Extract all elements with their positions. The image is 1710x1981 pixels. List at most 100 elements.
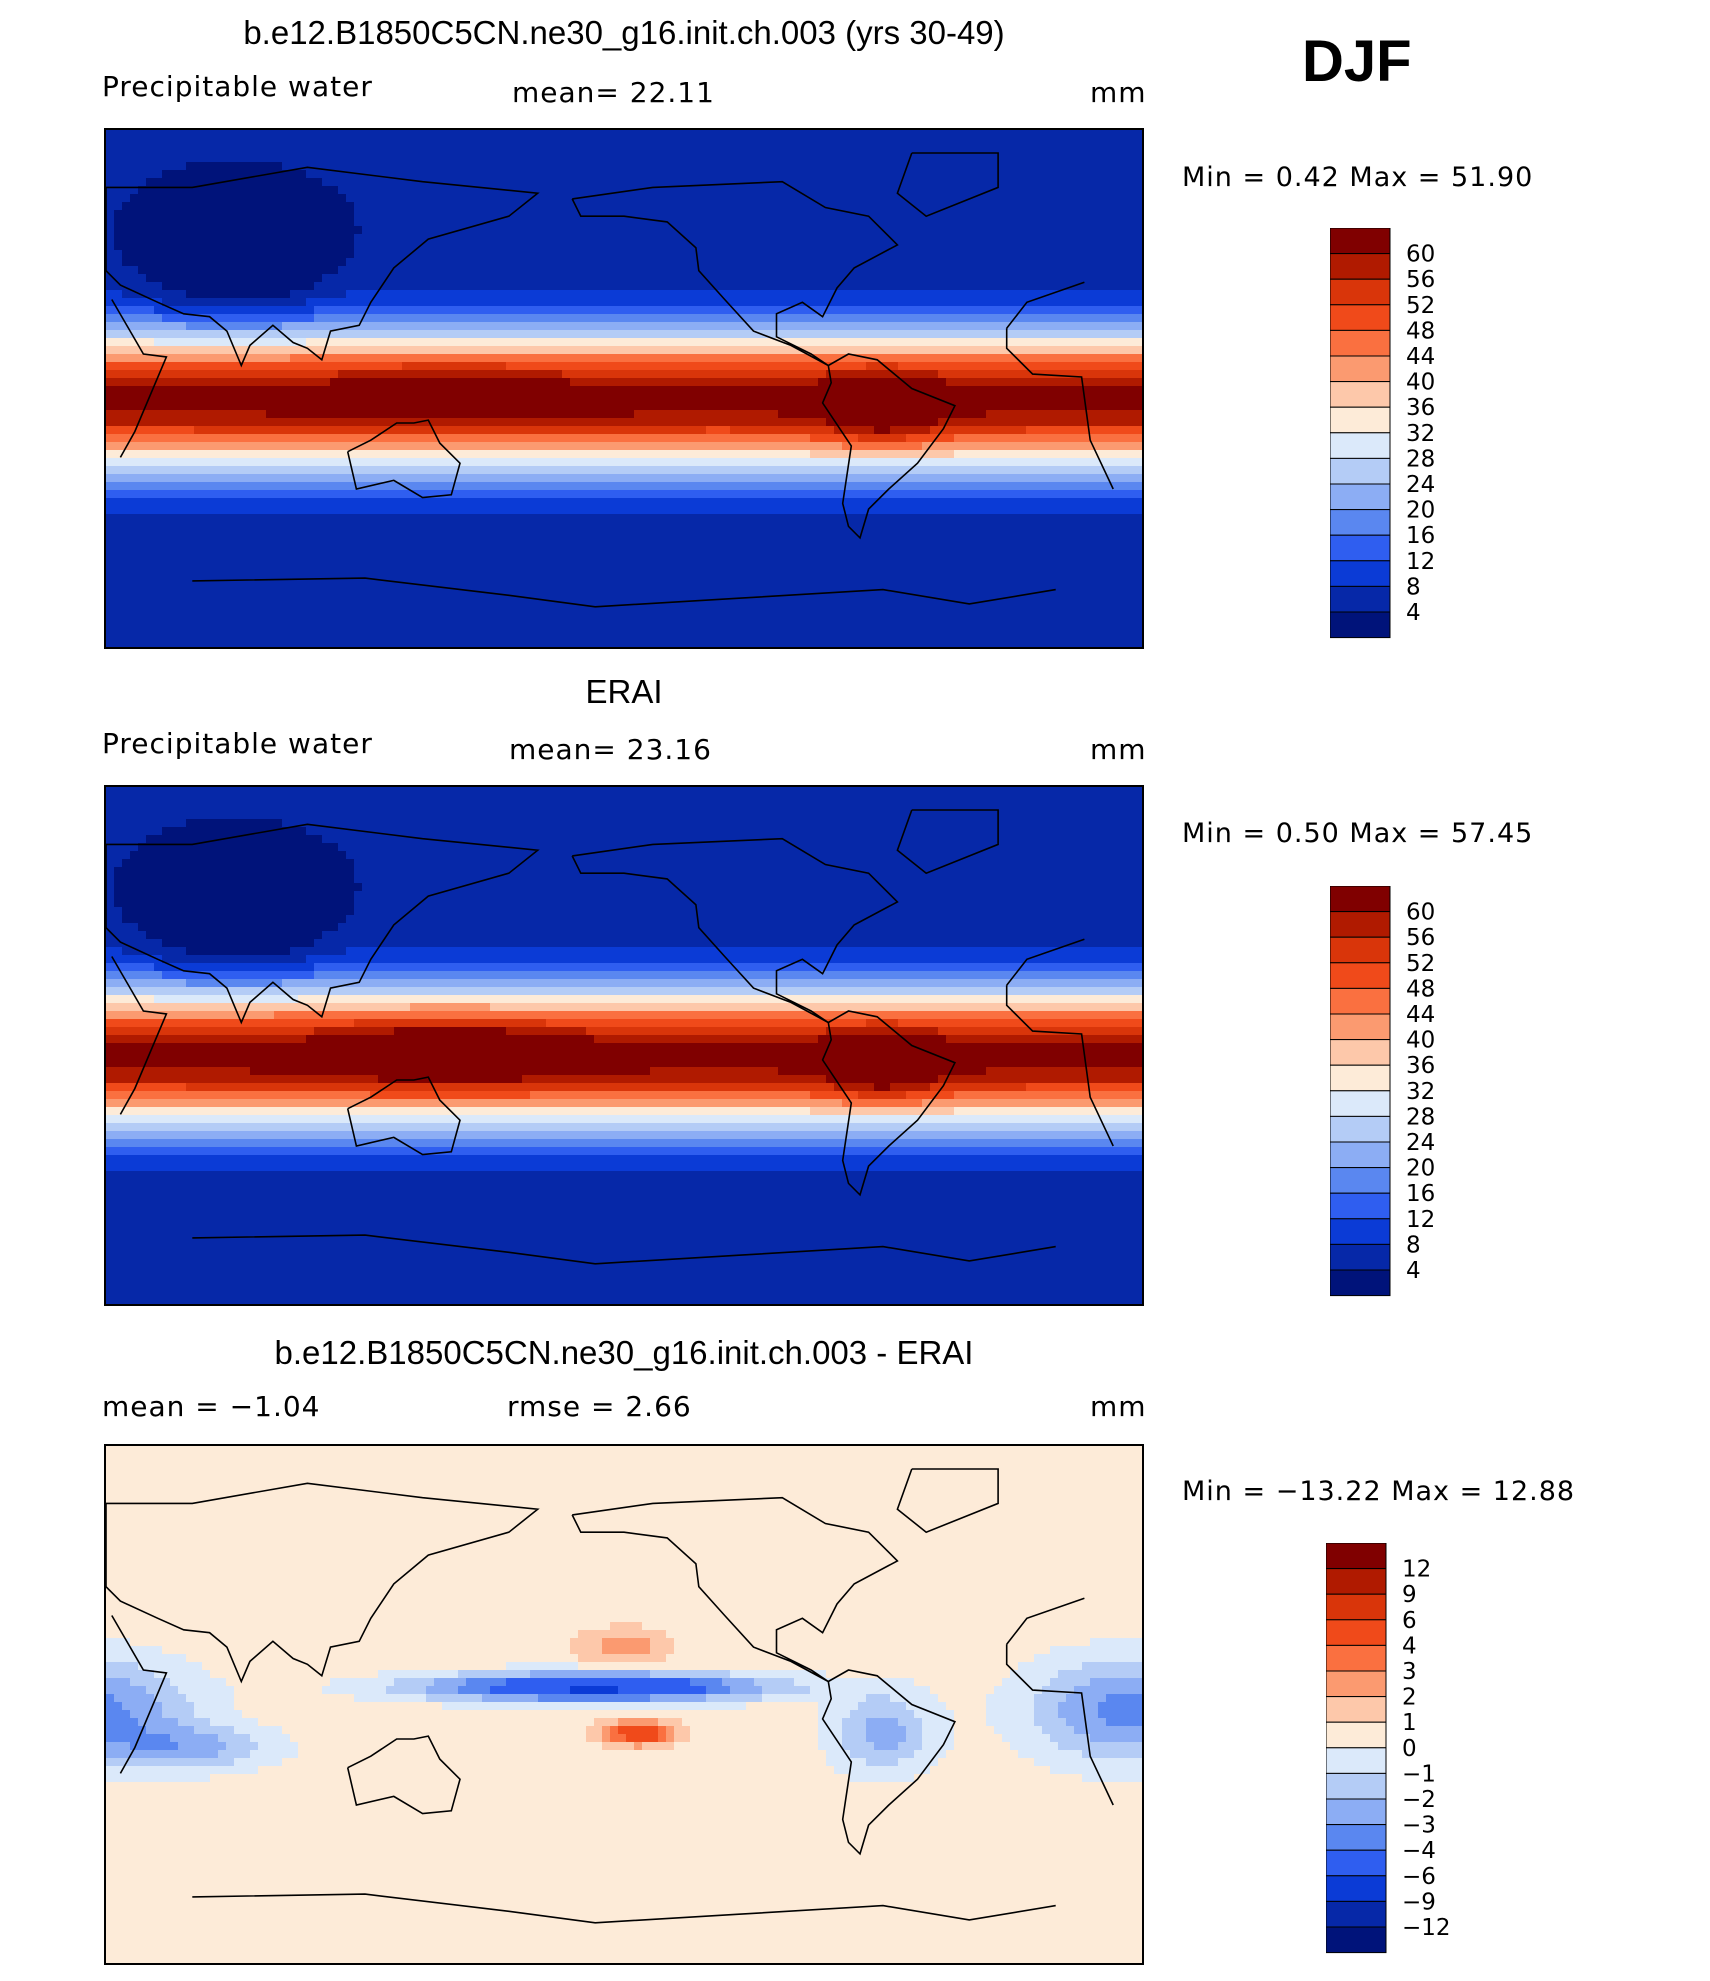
colorbar-box [1330,509,1391,536]
colorbar-obs: 60 56 52 48 44 40 36 32 28 24 20 16 12 8 4 [1330,886,1480,1298]
colorbar-label: −9 [1402,1889,1436,1915]
colorbar-label: 56 [1406,267,1435,293]
colorbar-box [1330,1243,1391,1271]
colorbar-box [1326,1926,1387,1954]
colorbar-label: 4 [1406,600,1421,626]
colorbar-label: 20 [1406,1156,1435,1182]
colorbar-label: 52 [1406,293,1435,319]
colorbar-label: 4 [1402,1633,1417,1659]
colorbar-label: 36 [1406,395,1435,421]
colorbar-box [1330,962,1391,989]
panel-title: b.e12.B1850C5CN.ne30_g16.init.ch.003 (yr… [104,14,1144,52]
colorbar-label: 12 [1406,549,1435,575]
colorbar-label: −6 [1402,1864,1436,1890]
colorbar-box [1326,1670,1387,1698]
colorbar-label: 12 [1406,1207,1435,1233]
colorbar-label: 28 [1406,1104,1435,1130]
colorbar-label: 60 [1406,242,1435,268]
colorbar-box [1330,355,1391,383]
colorbar-label: 60 [1406,900,1435,926]
colorbar-box [1330,1269,1391,1297]
colorbar-box [1330,1064,1391,1092]
colorbar-label: 32 [1406,421,1435,447]
colorbar-label: 44 [1406,1002,1435,1028]
colorbar-label: 44 [1406,344,1435,370]
colorbar-box [1330,1141,1391,1169]
map-obs [104,785,1144,1306]
colorbar-box [1326,1875,1387,1902]
colorbar-label: −4 [1402,1838,1436,1864]
colorbar-box [1330,1167,1391,1194]
colorbar-box [1326,1568,1387,1595]
coastline [106,152,1114,608]
colorbar-label: 40 [1406,370,1435,396]
colorbar-model: 60 56 52 48 44 40 36 32 28 24 20 16 12 8 4 [1330,228,1480,640]
panel-title: b.e12.B1850C5CN.ne30_g16.init.ch.003 - E… [104,1334,1144,1372]
colorbar-label: −2 [1402,1787,1436,1813]
colorbar-label: 3 [1402,1659,1417,1685]
colorbar-box [1330,560,1391,587]
panel-title: ERAI [104,673,1144,711]
colorbar-box [1330,432,1391,459]
colorbar-label: 56 [1406,925,1435,951]
colorbar-label: 2 [1402,1685,1417,1711]
colorbar-box [1330,278,1391,306]
colorbar-box [1326,1900,1387,1928]
colorbar-label: 40 [1406,1028,1435,1054]
colorbar-box [1326,1644,1387,1672]
colorbar-box [1330,381,1391,408]
coastline [106,809,1114,1265]
colorbar-box [1330,253,1391,280]
colorbar-label: 24 [1406,472,1435,498]
map-model [104,128,1144,649]
colorbar-box [1330,585,1391,613]
colorbar-box [1330,483,1391,511]
colorbar-box [1326,1824,1387,1851]
units-label: mm [1090,1390,1147,1423]
colorbar-box [1330,329,1391,357]
colorbar-label: −12 [1402,1915,1451,1941]
colorbar-label: 1 [1402,1710,1417,1736]
colorbar-label: 0 [1402,1736,1417,1762]
colorbar-label: 12 [1402,1557,1431,1583]
colorbar-label: 20 [1406,498,1435,524]
mean-label: mean= 22.11 [512,76,715,109]
colorbar-box [1326,1798,1387,1826]
colorbar-box [1330,1218,1391,1245]
variable-label: Precipitable water [102,70,373,103]
colorbar-box [1330,987,1391,1015]
units-label: mm [1090,733,1147,766]
colorbar-label: 28 [1406,446,1435,472]
colorbar-box [1330,228,1391,255]
colorbar-box [1330,1090,1391,1117]
colorbar-box [1326,1772,1387,1800]
colorbar-box [1326,1543,1387,1570]
colorbar-box [1326,1696,1387,1723]
coastline [106,1468,1114,1924]
min-max-label: Min = 0.42 Max = 51.90 [1182,162,1533,193]
map-diff [104,1444,1144,1965]
colorbar-box [1326,1747,1387,1774]
colorbar-label: 24 [1406,1130,1435,1156]
colorbar-label: 4 [1406,1258,1421,1284]
colorbar-box [1330,611,1391,639]
colorbar-box [1330,911,1391,938]
colorbar-label: 16 [1406,523,1435,549]
colorbar-box [1326,1849,1387,1877]
season-label: DJF [1302,28,1412,95]
colorbar-label: 36 [1406,1053,1435,1079]
colorbar-label: 32 [1406,1079,1435,1105]
colorbar-label: −3 [1402,1813,1436,1839]
colorbar-box [1330,1192,1391,1220]
colorbar-box [1330,936,1391,964]
colorbar-box [1330,304,1391,331]
mean-label: mean = −1.04 [102,1390,320,1423]
min-max-label: Min = −13.22 Max = 12.88 [1182,1476,1575,1507]
min-max-label: Min = 0.50 Max = 57.45 [1182,818,1533,849]
colorbar-label: 6 [1402,1608,1417,1634]
colorbar-label: 48 [1406,318,1435,344]
colorbar-label: 8 [1406,574,1421,600]
rmse-label: rmse = 2.66 [507,1390,692,1423]
units-label: mm [1090,76,1147,109]
colorbar-box [1330,534,1391,562]
